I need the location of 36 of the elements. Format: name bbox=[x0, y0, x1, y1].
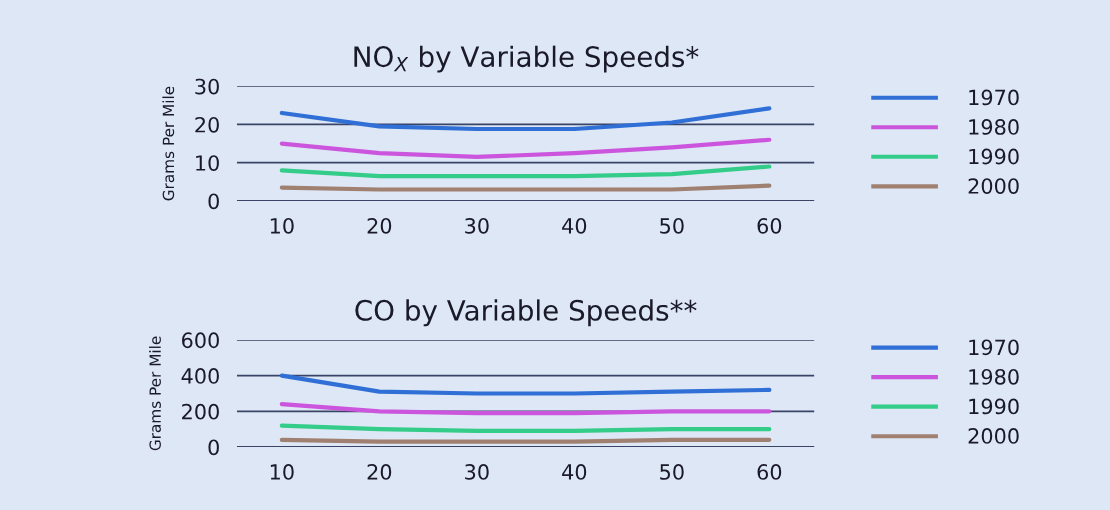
x-tick-label: 40 bbox=[562, 217, 587, 234]
legend-label: 1970 bbox=[969, 89, 1019, 106]
x-tick-label: 10 bbox=[270, 464, 294, 480]
x-tick-label: 60 bbox=[757, 217, 782, 234]
x-tick-label: 40 bbox=[562, 464, 587, 480]
y-tick-label: 0 bbox=[208, 193, 219, 210]
x-tick-label: 50 bbox=[660, 464, 684, 480]
legend-label: 1970 bbox=[969, 339, 1019, 356]
y-axis-title: Grams Per Mile bbox=[162, 86, 175, 201]
legend-label: 2000 bbox=[968, 178, 1019, 194]
y-tick-label: 200 bbox=[182, 403, 219, 420]
legend-label: 2000 bbox=[968, 428, 1019, 444]
y-tick-label: 20 bbox=[195, 116, 219, 133]
legend-label: 1980 bbox=[969, 368, 1019, 385]
line-series bbox=[279, 137, 772, 160]
legend-label: 1980 bbox=[969, 119, 1019, 135]
line-series bbox=[279, 106, 772, 132]
chart-title: NO$_{X}$ by Variable Speeds* bbox=[354, 45, 699, 73]
legend-label: 1990 bbox=[969, 398, 1019, 415]
y-tick-label: 400 bbox=[181, 368, 219, 384]
line-series bbox=[279, 164, 772, 179]
x-tick-label: 20 bbox=[367, 217, 392, 234]
x-tick-label: 10 bbox=[270, 217, 294, 234]
x-tick-label: 30 bbox=[465, 464, 489, 480]
chart-title: CO by Variable Speeds** bbox=[355, 299, 697, 327]
x-tick-label: 50 bbox=[660, 217, 684, 234]
line-series bbox=[279, 373, 772, 396]
y-tick-label: 30 bbox=[195, 78, 219, 95]
y-tick-label: 0 bbox=[208, 439, 219, 456]
legend-label: 1990 bbox=[969, 148, 1019, 165]
y-tick-label: 10 bbox=[196, 155, 219, 171]
x-tick-label: 30 bbox=[465, 217, 489, 234]
x-tick-label: 20 bbox=[367, 464, 392, 480]
y-tick-label: 600 bbox=[182, 332, 219, 349]
y-axis-title: Grams Per Mile bbox=[149, 336, 161, 451]
x-tick-label: 60 bbox=[757, 464, 782, 480]
